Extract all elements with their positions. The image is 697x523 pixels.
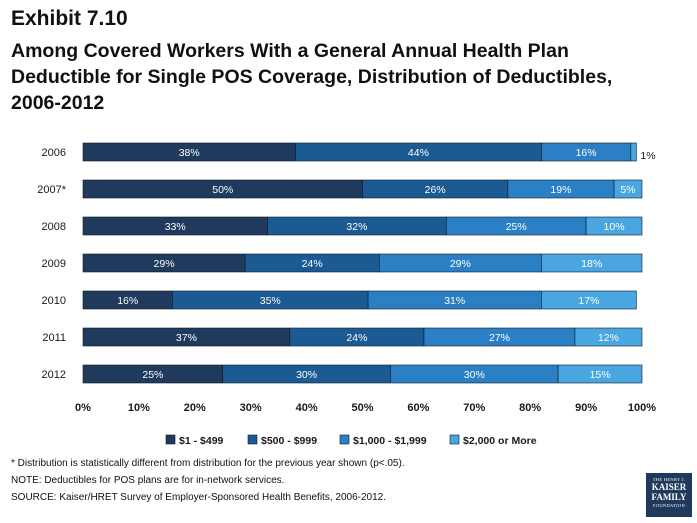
data-label-1-000-1-999-2006: 16%	[576, 147, 597, 159]
data-label-500-999-2009: 24%	[302, 258, 323, 270]
legend-swatch-2-000-or-more	[449, 434, 460, 445]
data-label-500-999-2012: 30%	[296, 369, 317, 381]
data-label-2-000-or-more-2009: 18%	[581, 258, 602, 270]
bar-segment-2-000-or-more-2008	[585, 216, 643, 236]
category-label-2008: 2008	[42, 221, 66, 233]
x-tick-label-80-8: 80%	[519, 402, 541, 414]
data-label-2-000-or-more-2012: 15%	[590, 369, 611, 381]
data-label-1-000-1-999-2010: 31%	[444, 295, 465, 307]
legend-label-500-999: $500 - $999	[261, 435, 317, 447]
category-label-2009: 2009	[42, 258, 66, 270]
logo-line-1: THE HENRY J.	[652, 477, 686, 482]
data-label-1-499-2011: 37%	[176, 332, 197, 344]
data-label-1-000-1-999-2007: 19%	[550, 184, 571, 196]
data-label-2-000-or-more-2011: 12%	[598, 332, 619, 344]
data-label-2-000-or-more-2010: 17%	[578, 295, 599, 307]
x-tick-label-90-9: 90%	[575, 402, 597, 414]
legend-label-1-000-1-999: $1,000 - $1,999	[353, 435, 427, 447]
data-label-1-000-1-999-2009: 29%	[450, 258, 471, 270]
title-line-3: 2006-2012	[11, 92, 105, 114]
data-label-500-999-2011: 24%	[346, 332, 367, 344]
data-label-1-499-2008: 33%	[165, 221, 186, 233]
bar-segment-2-000-or-more-2006	[630, 142, 637, 162]
legend-swatch-1-000-1-999	[339, 434, 350, 445]
data-label-1-499-2006: 38%	[179, 147, 200, 159]
title-line-2: Deductible for Single POS Coverage, Dist…	[11, 66, 613, 88]
data-label-500-999-2007: 26%	[425, 184, 446, 196]
footnote-source: SOURCE: Kaiser/HRET Survey of Employer-S…	[11, 492, 386, 503]
logo-line-3: FAMILY	[651, 492, 687, 502]
legend-swatch-1-499	[165, 434, 176, 445]
data-label-2-000-or-more-2008: 10%	[604, 221, 625, 233]
x-tick-label-10-1: 10%	[128, 402, 150, 414]
bar-segment-2-000-or-more-2010	[541, 290, 637, 310]
x-tick-label-60-6: 60%	[407, 402, 429, 414]
x-tick-label-30-3: 30%	[240, 402, 262, 414]
bar-segment-2-000-or-more-2012	[557, 364, 643, 384]
legend-label-2-000-or-more: $2,000 or More	[463, 435, 537, 447]
data-label-2-000-or-more-2007: 5%	[620, 184, 635, 196]
logo-line-2: KAISER	[651, 482, 687, 492]
bar-segment-2-000-or-more-2007	[613, 179, 643, 199]
footnote-significance: * Distribution is statistically differen…	[11, 458, 405, 469]
data-label-500-999-2006: 44%	[408, 147, 429, 159]
data-label-2-000-or-more-2006: 1%	[640, 150, 655, 162]
category-label-2006: 2006	[42, 147, 66, 159]
footnote-note: NOTE: Deductibles for POS plans are for …	[11, 475, 285, 486]
x-tick-label-100-10: 100%	[628, 402, 656, 414]
data-label-1-499-2007: 50%	[212, 184, 233, 196]
legend-label-1-499: $1 - $499	[179, 435, 224, 447]
bar-segment-2-000-or-more-2011	[574, 327, 643, 347]
category-label-2012: 2012	[42, 369, 66, 381]
category-label-2010: 2010	[42, 295, 66, 307]
category-label-2007: 2007*	[37, 184, 66, 196]
data-label-1-000-1-999-2011: 27%	[489, 332, 510, 344]
data-label-500-999-2008: 32%	[346, 221, 367, 233]
data-label-1-000-1-999-2012: 30%	[464, 369, 485, 381]
data-label-1-000-1-999-2008: 25%	[506, 221, 527, 233]
x-tick-label-0-0: 0%	[75, 402, 91, 414]
x-tick-label-40-4: 40%	[296, 402, 318, 414]
chart-title: Among Covered Workers With a General Ann…	[11, 38, 691, 116]
x-tick-label-50-5: 50%	[351, 402, 373, 414]
data-label-500-999-2010: 35%	[260, 295, 281, 307]
x-tick-label-70-7: 70%	[463, 402, 485, 414]
exhibit-label: Exhibit 7.10	[11, 7, 128, 30]
data-label-1-499-2009: 29%	[154, 258, 175, 270]
logo-line-4: FOUNDATION	[653, 503, 685, 508]
kff-logo: THE HENRY J. KAISER FAMILY FOUNDATION	[646, 473, 692, 517]
bar-segment-2-000-or-more-2009	[541, 253, 643, 273]
data-label-1-499-2012: 25%	[142, 369, 163, 381]
legend-swatch-500-999	[247, 434, 258, 445]
category-label-2011: 2011	[42, 332, 66, 344]
title-line-1: Among Covered Workers With a General Ann…	[11, 40, 569, 62]
data-label-1-499-2010: 16%	[117, 295, 138, 307]
x-tick-label-20-2: 20%	[184, 402, 206, 414]
stacked-bar-chart: 2006 38% 44% 16% 1% 2007* 50% 26% 19% 5% 2008 33% 32…	[37, 142, 656, 447]
